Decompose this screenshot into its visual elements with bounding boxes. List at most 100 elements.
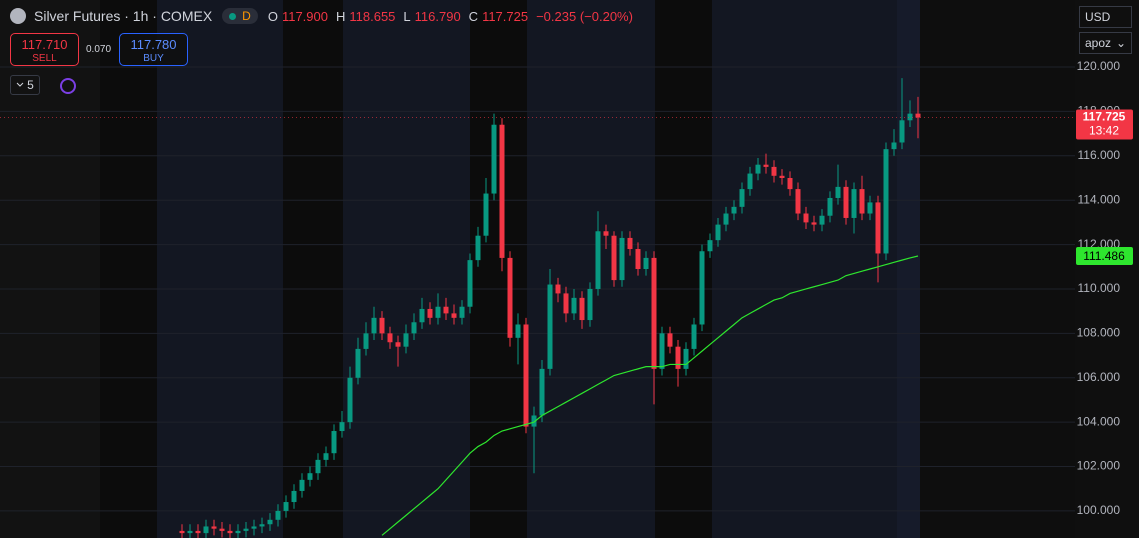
candle-body [355,348,361,378]
candle-body [683,348,689,369]
candle-body [323,453,329,460]
candle-body [387,333,393,343]
sell-label: SELL [32,53,57,64]
candle-body [219,528,225,531]
sell-button[interactable]: 117.710 SELL [10,33,79,66]
session-band [100,0,157,538]
indicators-toggle[interactable]: 5 [10,75,40,95]
candle-body [603,231,609,236]
candle-body [507,257,513,338]
ohlc-label: C [468,8,479,24]
candle-body [755,164,761,174]
candle-body [747,173,753,190]
currency-select[interactable]: USD [1079,6,1132,28]
y-tick-label: 106.000 [1077,370,1121,384]
y-tick-label: 102.000 [1077,459,1121,473]
symbol-title[interactable]: Silver Futures · 1h · COMEX [34,8,213,24]
candle-body [555,284,561,294]
candle-body [715,224,721,241]
candle-body [371,317,377,334]
candle-body [483,193,489,236]
ma-tag-label: 111.486 [1083,249,1125,263]
candle-body [731,206,737,214]
candle-body [291,490,297,503]
candle-body [779,175,785,179]
moving-average-line [381,255,919,536]
candle-body [659,333,665,369]
sync-icon[interactable] [60,78,76,94]
candle-body [883,149,889,254]
market-status[interactable]: D [222,8,258,24]
session-band [470,0,527,538]
countdown: 13:42 [1089,124,1119,138]
candle-body [795,189,801,214]
candle-body [563,293,569,314]
ohlc-value: 117.900 [281,8,328,24]
ohlc-value: 116.790 [414,8,461,24]
candle-body [211,526,217,529]
candle-body [523,324,529,427]
buy-button[interactable]: 117.780 BUY [119,33,188,66]
candle-body [531,415,537,427]
candle-body [227,530,233,534]
candle-body [275,510,281,520]
candle-body [619,237,625,281]
candle-body [315,459,321,474]
y-tick-label: 114.000 [1078,192,1121,206]
status-dot [229,12,237,20]
candle-body [475,235,481,261]
candle-body [187,530,193,534]
candle-body [803,213,809,223]
session-band [527,0,655,538]
session-band [897,0,920,538]
candle-body [827,197,833,216]
price-axis-bg [1075,0,1139,538]
candle-body [723,213,729,225]
candle-body [307,473,313,480]
y-tick-label: 100.000 [1077,503,1121,517]
candle-body [539,368,545,416]
session-band [920,0,1075,538]
last-price-tag [1076,109,1133,140]
candle-body [699,251,705,325]
candle-body [331,431,337,454]
candle-body [571,297,577,314]
unit-select[interactable]: apoz ⌄ [1079,32,1132,54]
ohlc-label: L [403,8,411,24]
candle-body [787,178,793,190]
candle-body [691,324,697,349]
session-band [0,0,100,538]
candle-body [587,288,593,321]
candle-body [811,222,817,225]
session-band [712,0,897,538]
candle-body [419,308,425,323]
candle-body [707,240,713,252]
candle-body [819,215,825,225]
candle-body [867,202,873,214]
candle-body [251,526,257,529]
candle-body [259,524,265,527]
candle-body [851,189,857,218]
candle-body [915,113,921,118]
candle-body [499,124,505,258]
ohlc-label: O [267,8,278,24]
y-tick-label: 110.000 [1078,281,1121,295]
ohlc-value: 117.725 [482,8,529,24]
indicator-count: 5 [27,78,34,92]
candle-body [491,124,497,194]
candle-body [547,284,553,369]
y-tick-label: 108.000 [1077,326,1121,340]
candle-body [299,479,305,491]
ohlc-value: 118.655 [349,8,396,24]
candle-body [515,324,521,338]
candle-body [411,322,417,334]
candle-body [835,186,841,198]
candle-body [651,257,657,369]
candle-body [203,526,209,534]
candle-body [843,186,849,218]
candle-body [907,113,913,121]
candle-body [195,530,201,534]
candle-body [771,166,777,176]
